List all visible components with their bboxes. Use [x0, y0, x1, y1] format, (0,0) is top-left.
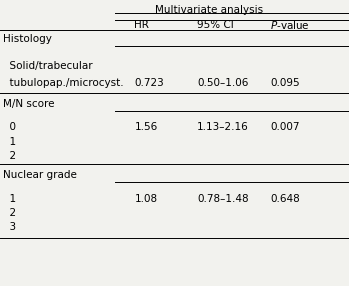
Text: $\it{P}$-value: $\it{P}$-value: [270, 19, 310, 31]
Text: Histology: Histology: [3, 34, 52, 43]
Text: 0.648: 0.648: [270, 194, 300, 204]
Text: 1: 1: [3, 137, 17, 146]
Text: 0.78–1.48: 0.78–1.48: [197, 194, 249, 204]
Text: M/N score: M/N score: [3, 99, 55, 108]
Text: 2: 2: [3, 208, 17, 218]
Text: 95% CI: 95% CI: [197, 20, 234, 30]
Text: 3: 3: [3, 223, 17, 232]
Text: Multivariate analysis: Multivariate analysis: [155, 5, 263, 15]
Text: tubulopap./microcyst.: tubulopap./microcyst.: [3, 78, 124, 88]
Text: 0.50–1.06: 0.50–1.06: [197, 78, 248, 88]
Text: 1.08: 1.08: [134, 194, 157, 204]
Text: 2: 2: [3, 151, 17, 161]
Text: 1.56: 1.56: [134, 122, 158, 132]
Text: 0.007: 0.007: [270, 122, 300, 132]
Text: Solid/trabecular: Solid/trabecular: [3, 61, 93, 71]
Text: 0.095: 0.095: [270, 78, 300, 88]
Text: HR: HR: [134, 20, 149, 30]
Text: 1.13–2.16: 1.13–2.16: [197, 122, 249, 132]
Text: 0: 0: [3, 122, 16, 132]
Text: 1: 1: [3, 194, 17, 204]
Text: 0.723: 0.723: [134, 78, 164, 88]
Text: Nuclear grade: Nuclear grade: [3, 170, 77, 180]
